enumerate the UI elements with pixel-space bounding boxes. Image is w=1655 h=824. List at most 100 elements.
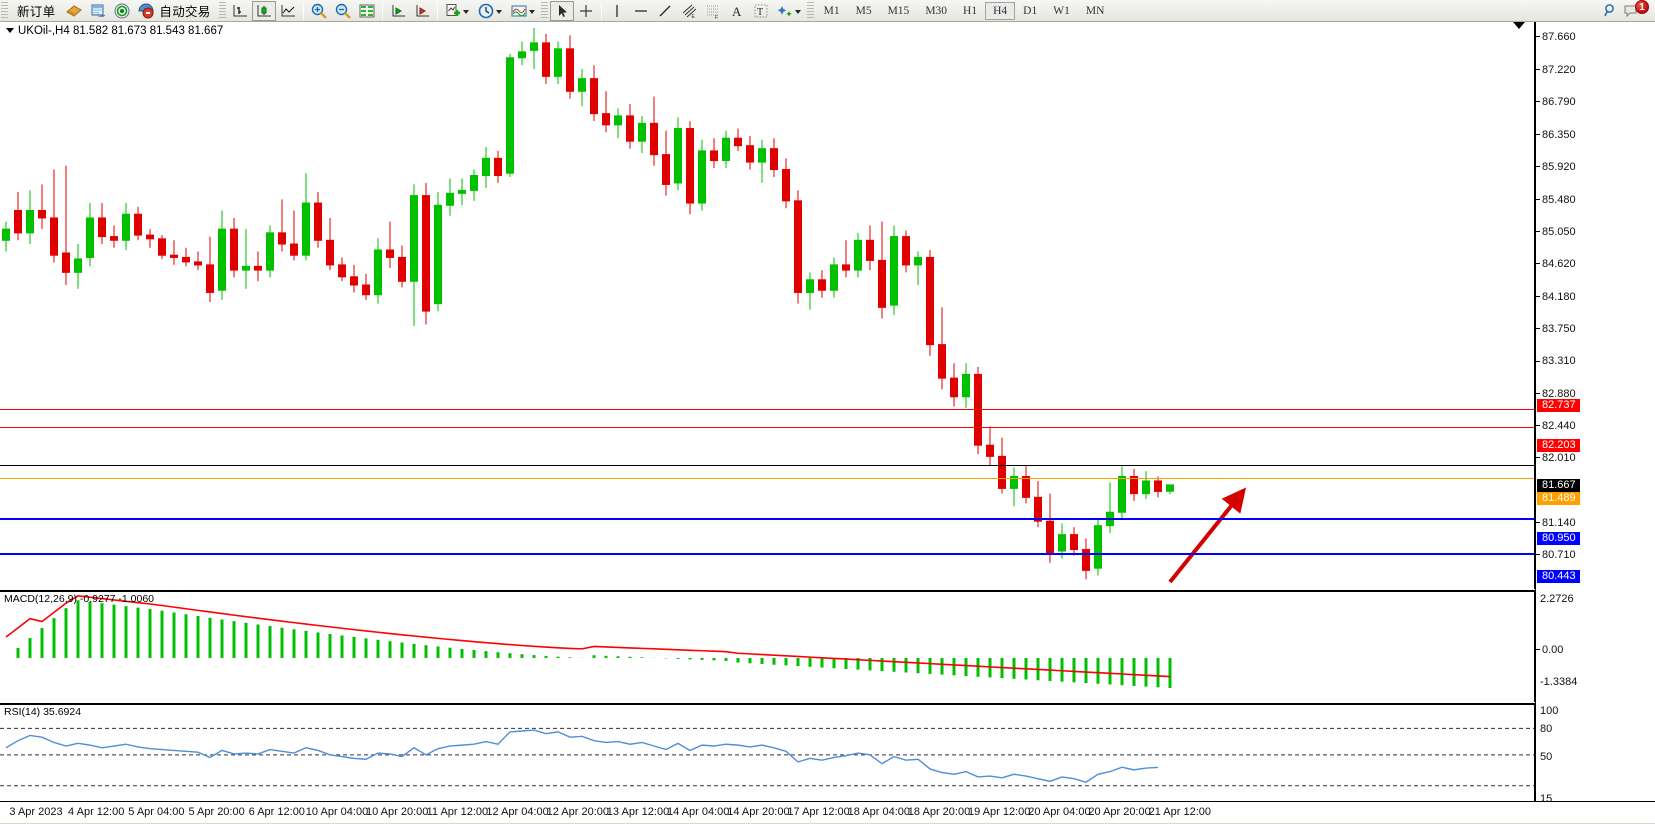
resistance-line-1[interactable] — [0, 409, 1534, 410]
objects-button[interactable] — [773, 1, 806, 21]
text-button[interactable]: A — [725, 1, 749, 21]
macd-label: MACD(12,26,9) -0.9277 -1.0060 — [4, 593, 154, 605]
autotrading-button[interactable]: 自动交易 — [134, 1, 217, 21]
chevron-down-icon-templates[interactable] — [528, 2, 537, 20]
time-tick-label: 10 Apr 04:00 — [305, 806, 369, 818]
time-tick-label: 10 Apr 20:00 — [365, 806, 429, 818]
resistance-line-2-label[interactable]: 82.203 — [1537, 438, 1580, 452]
auto-scroll-button[interactable] — [386, 1, 410, 21]
chevron-down-icon-objects[interactable] — [794, 2, 803, 20]
market-watch-button[interactable] — [355, 1, 379, 21]
trendline-button[interactable] — [653, 1, 677, 21]
rsi-label: RSI(14) 35.6924 — [4, 706, 82, 718]
signals-icon — [113, 2, 131, 20]
last-price-line-label[interactable]: 81.667 — [1537, 478, 1580, 492]
indicators-button[interactable] — [441, 1, 474, 21]
text-label-button[interactable]: T — [749, 1, 773, 21]
timeframe-h4[interactable]: H4 — [985, 1, 1016, 20]
time-tick-label: 20 Apr 20:00 — [1088, 806, 1151, 818]
trendline-icon — [656, 2, 674, 20]
price-tick-label: 83.750 — [1542, 322, 1576, 335]
bar-chart-button[interactable] — [228, 1, 252, 21]
price-pane[interactable]: UKOil-,H4 81.582 81.673 81.543 81.667 — [0, 22, 1535, 589]
time-tick-label: 14 Apr 20:00 — [727, 806, 790, 818]
timeframe-mn[interactable]: MN — [1085, 4, 1105, 17]
timeframe-m15[interactable]: M15 — [887, 4, 910, 17]
rsi-scale-tick: 50 — [1540, 751, 1553, 763]
chevron-down-icon-period[interactable] — [495, 2, 504, 20]
price-axis[interactable]: 87.660 87.220 86.790 86.350 85.920 85.480 85.0… — [1535, 22, 1655, 811]
support-line-1[interactable] — [0, 518, 1534, 520]
order-line-label[interactable]: 81.489 — [1537, 492, 1580, 506]
price-tick: 80.710 — [1536, 549, 1576, 561]
last-price-line — [0, 465, 1534, 466]
price-tick-label: 82.440 — [1542, 420, 1576, 433]
price-tick-label: 82.880 — [1542, 387, 1576, 400]
period-button[interactable] — [474, 1, 507, 21]
templates-button[interactable] — [507, 1, 540, 21]
equidistant-channel-button[interactable]: E — [677, 1, 701, 21]
rsi-scale-tick: 80 — [1540, 723, 1553, 735]
support-line-2-label[interactable]: 80.443 — [1537, 570, 1580, 584]
up-arrow-annotation[interactable] — [1160, 482, 1270, 589]
fibonacci-button[interactable]: F — [701, 1, 725, 21]
timeframe-d1[interactable]: D1 — [1023, 4, 1038, 17]
chevron-down-icon-indicators[interactable] — [462, 2, 471, 20]
chart-dropdown-icon[interactable] — [6, 28, 14, 34]
price-tick: 82.440 — [1536, 420, 1576, 432]
horizontal-line-button[interactable] — [629, 1, 653, 21]
toolbar-grip-3[interactable] — [540, 1, 548, 20]
new-order-button[interactable]: 新订单 — [10, 1, 62, 21]
chart-shift-icon — [413, 2, 431, 20]
crosshair-button[interactable] — [574, 1, 598, 21]
zoom-out-icon — [334, 2, 352, 20]
svg-text:F: F — [715, 15, 718, 20]
timeframe-w1[interactable]: W1 — [1053, 4, 1070, 17]
new-order-label: 新订单 — [17, 5, 56, 19]
time-tick-label: 5 Apr 20:00 — [188, 806, 245, 818]
price-tick-label: 80.710 — [1542, 549, 1576, 562]
time-axis[interactable]: 3 Apr 2023 4 Apr 12:00 5 Apr 04:00 5 Apr 20… — [0, 801, 1655, 824]
order-line[interactable] — [0, 478, 1534, 479]
zoom-in-button[interactable] — [307, 1, 331, 21]
rsi-scale-tick: 100 — [1540, 705, 1559, 717]
zoom-out-button[interactable] — [331, 1, 355, 21]
support-line-2[interactable] — [0, 553, 1534, 555]
rsi-series — [0, 727, 1534, 787]
timeframe-m5[interactable]: M5 — [855, 4, 872, 17]
price-tick: 85.480 — [1536, 194, 1576, 206]
toolbar-grip-4[interactable] — [806, 1, 814, 20]
toolbar-grip[interactable] — [1, 1, 8, 20]
candlestick-chart-button[interactable] — [251, 0, 276, 21]
signals-button[interactable] — [110, 1, 134, 21]
price-tick: 86.790 — [1536, 96, 1576, 108]
timeframe-m1[interactable]: M1 — [823, 4, 840, 17]
price-tick-label: 85.920 — [1542, 161, 1576, 174]
notifications-button[interactable]: 1 — [1623, 0, 1649, 21]
chart-area[interactable]: UKOil-,H4 81.582 81.673 81.543 81.667 — [0, 22, 1655, 824]
timeframe-m30[interactable]: M30 — [925, 4, 948, 17]
data-window-button[interactable] — [86, 1, 110, 21]
toolbar-grip-2[interactable] — [218, 1, 226, 20]
search-icon — [1602, 2, 1620, 20]
zoom-in-icon — [310, 2, 328, 20]
support-line-1-label[interactable]: 80.950 — [1537, 532, 1580, 546]
timeframe-h1[interactable]: H1 — [963, 4, 978, 17]
expert-advisors-button[interactable] — [62, 1, 86, 21]
rsi-pane[interactable]: RSI(14) 35.6924 — [0, 703, 1535, 801]
macd-pane[interactable]: MACD(12,26,9) -0.9277 -1.0060 — [0, 590, 1535, 702]
line-chart-button[interactable] — [276, 1, 300, 21]
cursor-button[interactable] — [549, 0, 574, 21]
svg-text:T: T — [757, 7, 763, 18]
chart-shift-button[interactable] — [410, 1, 434, 21]
bar-chart-icon — [231, 2, 249, 20]
resistance-line-2[interactable] — [0, 427, 1534, 428]
chart-scroll-marker[interactable] — [1513, 22, 1525, 29]
fibonacci-icon: F — [704, 2, 722, 20]
resistance-line-1-label[interactable]: 82.737 — [1537, 399, 1580, 413]
vertical-line-button[interactable] — [605, 1, 629, 21]
time-tick-label: 14 Apr 04:00 — [666, 806, 730, 818]
price-tick: 83.750 — [1536, 323, 1576, 335]
svg-text:E: E — [691, 14, 695, 20]
search-button[interactable] — [1599, 1, 1623, 21]
